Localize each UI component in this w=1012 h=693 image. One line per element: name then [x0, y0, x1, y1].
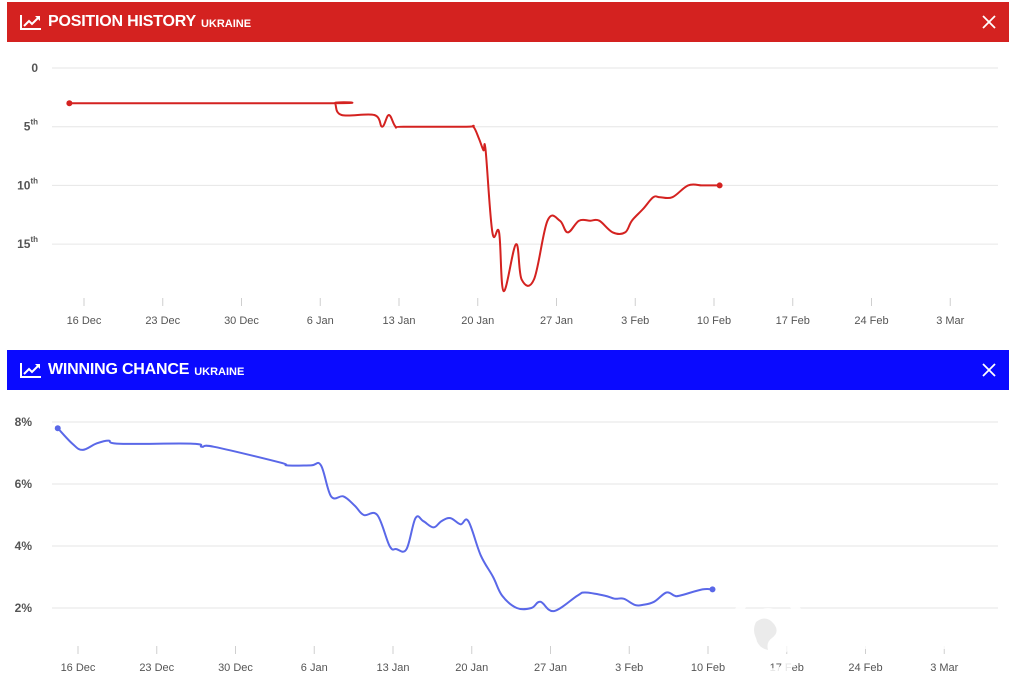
close-icon[interactable] — [979, 360, 999, 380]
x-tick-label: 6 Jan — [307, 315, 334, 327]
x-tick-label: 10 Feb — [691, 662, 725, 674]
x-tick-label: 3 Feb — [621, 315, 649, 327]
y-tick-label: 5th — [24, 118, 38, 134]
x-tick-label: 23 Dec — [139, 662, 174, 674]
y-tick-value: 15 — [17, 237, 31, 251]
winning-chance-panel: WINNING CHANCE UKRAINE — [7, 350, 1009, 390]
series-start-point[interactable] — [66, 100, 73, 107]
series-line — [69, 101, 720, 293]
panel-subtitle: UKRAINE — [200, 17, 252, 30]
x-tick-label: 24 Feb — [848, 662, 882, 674]
x-tick-label: 17 Feb — [770, 662, 804, 674]
winning-chance-header: WINNING CHANCE UKRAINE — [7, 350, 1009, 390]
panel-title: POSITION HISTORY — [48, 13, 196, 30]
series-end-point[interactable] — [709, 586, 716, 593]
close-icon[interactable] — [979, 12, 999, 32]
y-tick-value: 0 — [31, 61, 38, 75]
x-tick-label: 17 Feb — [776, 315, 810, 327]
y-tick-label: 10th — [17, 176, 38, 192]
y-tick-value: 5 — [24, 120, 31, 134]
x-tick-label: 23 Dec — [145, 315, 180, 327]
y-tick-value: 10 — [17, 178, 31, 192]
y-tick-value: 2% — [15, 601, 33, 615]
x-tick-label: 3 Mar — [930, 662, 958, 674]
x-tick-label: 16 Dec — [67, 315, 102, 327]
x-tick-label: 16 Dec — [61, 662, 96, 674]
series-end-point[interactable] — [716, 182, 723, 189]
x-tick-label: 27 Jan — [534, 662, 567, 674]
y-tick-label: 2% — [15, 601, 33, 615]
line-chart-icon — [20, 15, 41, 30]
panel-title: WINNING CHANCE — [48, 361, 190, 378]
x-tick-label: 27 Jan — [540, 315, 573, 327]
y-tick-label: 6% — [15, 477, 33, 491]
y-tick-label: 0 — [31, 61, 38, 75]
x-tick-label: 20 Jan — [455, 662, 488, 674]
x-tick-label: 13 Jan — [382, 315, 415, 327]
winning-chance-chart: 8% 6% 4% 2% 16 Dec 23 Dec 30 Dec 6 Jan 13 Jan 20 … — [15, 415, 998, 674]
x-tick-label: 13 Jan — [376, 662, 409, 674]
x-tick-label: 3 Mar — [936, 315, 964, 327]
y-tick-label: 8% — [15, 415, 33, 429]
y-tick-suffix: th — [30, 176, 38, 185]
x-tick-label: 24 Feb — [854, 315, 888, 327]
x-tick-label: 6 Jan — [301, 662, 328, 674]
series-start-point[interactable] — [54, 425, 61, 432]
x-tick-label: 10 Feb — [697, 315, 731, 327]
y-tick-label: 4% — [15, 539, 33, 553]
y-tick-value: 8% — [15, 415, 33, 429]
x-tick-label: 3 Feb — [615, 662, 643, 674]
y-tick-label: 15th — [17, 235, 38, 251]
line-chart-icon — [20, 363, 41, 378]
x-tick-label: 30 Dec — [224, 315, 259, 327]
x-tick-label: 30 Dec — [218, 662, 253, 674]
y-tick-value: 6% — [15, 477, 33, 491]
y-tick-value: 4% — [15, 539, 33, 553]
x-tick-label: 20 Jan — [461, 315, 494, 327]
panel-subtitle: UKRAINE — [194, 365, 245, 378]
y-tick-suffix: th — [30, 118, 38, 127]
position-history-header: POSITION HISTORY UKRAINE — [7, 2, 1009, 42]
position-history-panel: POSITION HISTORY UKRAINE — [7, 2, 1009, 42]
series-line — [57, 427, 713, 613]
y-tick-suffix: th — [30, 235, 38, 244]
